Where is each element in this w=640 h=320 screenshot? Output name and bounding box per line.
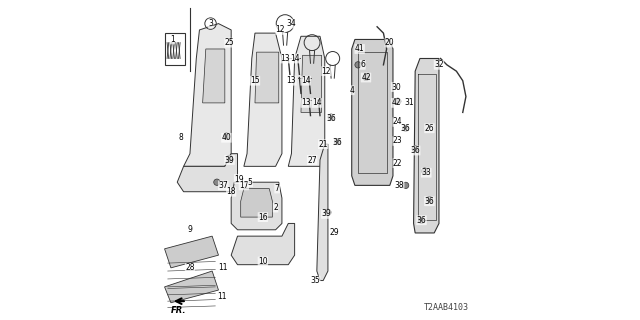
Text: 6: 6: [360, 60, 365, 69]
Text: 27: 27: [307, 156, 317, 164]
Polygon shape: [317, 144, 328, 281]
Circle shape: [227, 155, 233, 162]
Text: 14: 14: [312, 99, 322, 108]
Text: 11: 11: [217, 292, 227, 301]
Text: 36: 36: [401, 124, 410, 133]
Text: 42: 42: [361, 73, 371, 82]
Circle shape: [403, 182, 409, 188]
Text: 13: 13: [301, 99, 310, 108]
Text: 36: 36: [410, 146, 420, 155]
Polygon shape: [413, 59, 439, 233]
Text: 2: 2: [273, 203, 278, 212]
Polygon shape: [231, 223, 294, 265]
Circle shape: [363, 74, 369, 81]
Polygon shape: [164, 271, 218, 303]
Text: 9: 9: [188, 225, 193, 234]
Circle shape: [422, 168, 428, 174]
Circle shape: [324, 209, 331, 215]
Circle shape: [412, 146, 419, 152]
Text: 14: 14: [301, 76, 310, 85]
Text: 39: 39: [321, 209, 332, 219]
Polygon shape: [301, 55, 321, 112]
Text: 21: 21: [319, 140, 328, 148]
Text: 13: 13: [287, 76, 296, 85]
Text: 36: 36: [326, 114, 336, 123]
Text: 1: 1: [170, 35, 175, 44]
Text: 17: 17: [239, 181, 249, 190]
Text: 13: 13: [280, 54, 290, 63]
Text: 32: 32: [434, 60, 444, 69]
Polygon shape: [184, 24, 231, 166]
Text: 31: 31: [404, 99, 413, 108]
Text: 10: 10: [258, 257, 268, 266]
Text: 26: 26: [424, 124, 435, 133]
Polygon shape: [241, 188, 273, 217]
Circle shape: [403, 125, 409, 132]
Text: 36: 36: [424, 197, 435, 206]
Circle shape: [223, 133, 230, 140]
Circle shape: [355, 62, 361, 68]
Polygon shape: [288, 36, 324, 166]
Circle shape: [419, 217, 425, 223]
Circle shape: [334, 139, 340, 145]
Text: 37: 37: [218, 181, 228, 190]
Text: 8: 8: [178, 133, 183, 142]
Text: 36: 36: [417, 216, 426, 225]
Text: 29: 29: [330, 228, 339, 237]
Text: 7: 7: [275, 184, 280, 193]
Text: T2AAB4103: T2AAB4103: [424, 303, 469, 312]
Text: 11: 11: [218, 263, 228, 272]
Polygon shape: [164, 236, 218, 268]
Circle shape: [426, 196, 433, 203]
Text: FR.: FR.: [171, 306, 187, 315]
Polygon shape: [203, 49, 225, 103]
Text: 14: 14: [290, 54, 300, 63]
Text: 19: 19: [234, 174, 244, 184]
Polygon shape: [352, 39, 393, 185]
Text: 39: 39: [225, 156, 234, 164]
Text: 22: 22: [393, 159, 403, 168]
Text: 30: 30: [391, 83, 401, 92]
Polygon shape: [244, 33, 282, 166]
Text: 3: 3: [208, 19, 213, 28]
Polygon shape: [255, 52, 279, 103]
Circle shape: [214, 179, 220, 185]
Text: 40: 40: [221, 133, 231, 142]
Polygon shape: [177, 154, 237, 192]
Text: 34: 34: [287, 19, 296, 28]
Text: 41: 41: [355, 44, 364, 53]
Text: 23: 23: [393, 136, 403, 146]
Text: 16: 16: [258, 212, 268, 222]
Polygon shape: [231, 182, 282, 230]
Text: 12: 12: [321, 67, 331, 76]
Text: 12: 12: [276, 25, 285, 35]
Text: 42: 42: [391, 99, 401, 108]
Text: 18: 18: [227, 187, 236, 196]
Text: 35: 35: [310, 276, 320, 285]
Text: 24: 24: [393, 117, 403, 126]
Text: 5: 5: [248, 178, 253, 187]
Text: 25: 25: [225, 38, 234, 47]
Text: 33: 33: [421, 168, 431, 177]
Circle shape: [394, 98, 401, 105]
Text: 36: 36: [333, 138, 342, 147]
Text: 28: 28: [185, 263, 195, 272]
Text: 38: 38: [394, 181, 404, 190]
Text: 4: 4: [349, 86, 354, 95]
Text: 15: 15: [250, 76, 260, 85]
Circle shape: [328, 114, 334, 120]
Text: 20: 20: [385, 38, 395, 47]
Bar: [164, 33, 185, 65]
